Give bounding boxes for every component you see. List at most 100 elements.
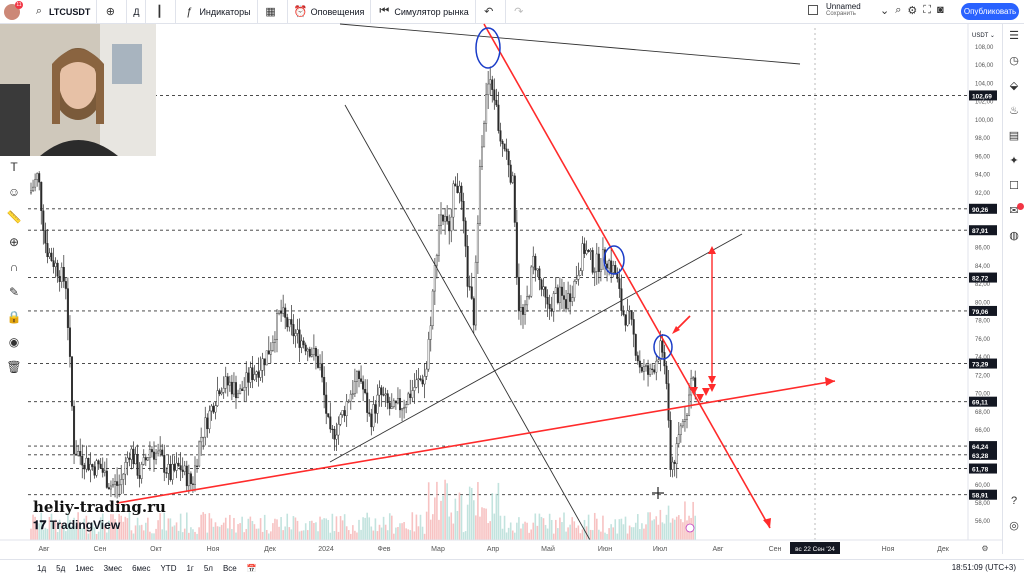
candle-body [193, 465, 196, 485]
lock-pencil-icon[interactable]: ✎ [8, 285, 20, 299]
chat-icon[interactable]: ☐ [1009, 180, 1019, 192]
notifications-icon[interactable]: ✉ [1003, 199, 1024, 224]
volume-bar [48, 516, 51, 540]
symbol-search-button[interactable]: ⌕ LTCUSDT [26, 0, 98, 24]
candle-body [374, 404, 377, 414]
compare-button[interactable]: ⊕ [97, 0, 128, 24]
clock-icon[interactable]: ◷ [1009, 55, 1019, 67]
volume-bar [300, 530, 303, 540]
settings-icon[interactable]: ⚙ [907, 5, 918, 17]
candle-body [222, 388, 225, 393]
fullscreen-icon[interactable]: ⛶ [923, 4, 931, 16]
volume-bar [306, 530, 309, 540]
price-tick: 68,00 [975, 410, 991, 416]
redo-button[interactable]: ↷ [506, 0, 535, 24]
candle-body [425, 368, 428, 377]
volume-bar [140, 524, 143, 540]
volume-bar [639, 529, 641, 540]
replay-label: Симулятор рынка [394, 6, 469, 17]
candle-body [327, 413, 330, 417]
templates-button[interactable]: ▦ [258, 0, 288, 24]
event-marker-icon [685, 523, 695, 533]
publish-button[interactable]: Опубликовать [961, 3, 1019, 20]
volume-bar [317, 531, 319, 540]
candle-body [585, 249, 588, 254]
replay-button[interactable]: ⏮ Симулятор рынка [371, 0, 476, 24]
volume-bar [514, 532, 516, 540]
candle-body [442, 214, 445, 222]
volume-bar [352, 525, 354, 540]
calendar-icon[interactable]: ▤ [1008, 130, 1020, 142]
candle-body [358, 371, 361, 379]
candle-body [528, 296, 531, 298]
ruler-icon[interactable]: 📏 [6, 210, 22, 224]
data-window-icon[interactable]: ⬙ [1009, 80, 1019, 92]
camera-icon[interactable]: ◙ [936, 4, 944, 16]
watchlist-icon[interactable]: ☰ [1009, 30, 1019, 42]
magnet-icon[interactable]: ∩ [9, 260, 19, 274]
timeframe-7[interactable]: 5л [203, 563, 213, 573]
stream-icon[interactable]: ◍ [1009, 230, 1019, 242]
chevron-down-icon[interactable]: ⌄ [880, 5, 890, 17]
ideas-icon[interactable]: ✦ [1009, 155, 1019, 167]
lock-icon[interactable]: 🔒 [6, 310, 22, 324]
candle-body [548, 303, 551, 309]
avatar[interactable]: 11 [4, 0, 23, 20]
zoom-in-icon[interactable]: ⊕ [8, 235, 20, 249]
level-label: 82,72 [972, 276, 989, 283]
candle-body [431, 290, 434, 326]
timeframe-2[interactable]: 1мес [75, 563, 94, 573]
volume-bar [97, 531, 100, 540]
undo-button[interactable]: ↶ [476, 0, 506, 24]
layout-name: Unnamed [826, 2, 861, 11]
candle-body [220, 392, 223, 395]
indicators-button[interactable]: ƒ Индикаторы [176, 0, 258, 24]
volume-bar [145, 522, 147, 540]
candle-body [54, 262, 57, 267]
timeframe-6[interactable]: 1г [186, 563, 194, 573]
volume-bar [208, 513, 211, 540]
volume-bar [159, 513, 161, 540]
volume-bar [263, 514, 266, 540]
emoji-icon[interactable]: ☺ [7, 185, 21, 199]
volume-bar [173, 525, 176, 540]
candle-body [642, 366, 645, 372]
interval-button[interactable]: Д [127, 0, 147, 24]
search-icon[interactable]: ⌕ [895, 4, 902, 16]
candle-body [111, 483, 114, 487]
candle-body [323, 377, 326, 396]
calendar-range-icon[interactable]: 📅 [246, 563, 257, 573]
timeframe-0[interactable]: 1д [37, 563, 47, 573]
layers-icon[interactable]: ◎ [1009, 520, 1019, 532]
candlesticks [30, 66, 697, 499]
trash-icon[interactable]: 🗑 [6, 360, 22, 374]
eye-icon[interactable]: ◉ [8, 335, 20, 349]
volume-bar [110, 514, 112, 540]
volume-bar [104, 526, 106, 540]
candle-body [536, 268, 539, 271]
timeframe-8[interactable]: Все [222, 563, 237, 573]
timeframe-1[interactable]: 5д [56, 563, 66, 573]
candle-body [435, 254, 438, 266]
text-tool-icon[interactable]: T [10, 160, 18, 174]
candle-body [200, 437, 203, 443]
hotlist-icon[interactable]: ♨ [1009, 105, 1019, 117]
tv-brand-text: TradingView [49, 518, 121, 532]
volume-bar [241, 516, 243, 540]
alarm-icon: ⏰ [293, 6, 308, 18]
chart-type-button[interactable]: ┃ [146, 0, 177, 24]
timeframe-3[interactable]: 3мес [103, 563, 123, 573]
help-icon[interactable]: ? [1010, 495, 1018, 507]
timeframe-5[interactable]: YTD [160, 563, 177, 573]
volume-bar [65, 531, 67, 540]
layout-name-button[interactable]: Unnamed Сохранить [808, 2, 861, 17]
time-tick: Окт [150, 546, 163, 553]
timeframe-4[interactable]: 6мес [132, 563, 151, 573]
volume-bar [50, 513, 53, 540]
alerts-button[interactable]: ⏰ Оповещения [288, 0, 372, 24]
site-watermark: heliy-trading.ru [33, 498, 166, 516]
candle-body [163, 455, 166, 473]
tv-logo-icon: 𝟏𝟕 [33, 518, 50, 532]
candle-body [73, 405, 76, 455]
